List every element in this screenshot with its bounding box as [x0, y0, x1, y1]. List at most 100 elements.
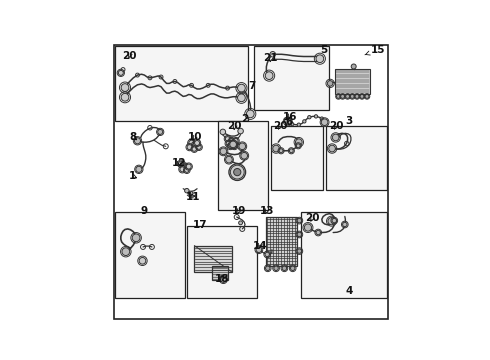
Circle shape	[351, 64, 356, 69]
Circle shape	[328, 217, 335, 225]
Text: 20: 20	[305, 213, 319, 223]
Bar	[335, 69, 370, 94]
Circle shape	[193, 143, 197, 148]
Circle shape	[238, 84, 245, 92]
Text: 11: 11	[186, 192, 200, 202]
Bar	[115, 46, 248, 121]
Circle shape	[197, 145, 201, 149]
Circle shape	[178, 161, 184, 167]
Circle shape	[345, 94, 349, 98]
Circle shape	[282, 266, 287, 270]
Circle shape	[158, 129, 163, 134]
Circle shape	[360, 94, 364, 98]
Circle shape	[303, 120, 306, 123]
Circle shape	[195, 140, 199, 145]
Text: 3: 3	[345, 116, 353, 126]
Text: 6: 6	[286, 117, 293, 127]
Text: 13: 13	[259, 206, 274, 216]
Circle shape	[225, 156, 232, 163]
Circle shape	[220, 129, 225, 135]
Circle shape	[239, 221, 243, 225]
Bar	[266, 217, 296, 266]
Circle shape	[316, 55, 324, 63]
Text: 19: 19	[232, 206, 246, 216]
Circle shape	[332, 219, 337, 223]
Text: 20: 20	[273, 121, 287, 131]
Circle shape	[186, 164, 191, 169]
Circle shape	[329, 145, 335, 152]
Circle shape	[225, 136, 230, 141]
Circle shape	[314, 115, 318, 118]
Circle shape	[228, 144, 233, 149]
Circle shape	[286, 120, 290, 123]
Text: 17: 17	[193, 220, 208, 230]
Circle shape	[229, 139, 234, 143]
Circle shape	[284, 118, 291, 125]
Circle shape	[365, 94, 369, 98]
Circle shape	[226, 141, 231, 146]
Bar	[115, 212, 185, 298]
Circle shape	[185, 168, 189, 172]
Text: 20: 20	[227, 121, 242, 131]
Text: 8: 8	[129, 132, 137, 143]
Circle shape	[230, 141, 235, 146]
Text: 9: 9	[140, 206, 147, 216]
Circle shape	[291, 122, 294, 126]
Circle shape	[270, 51, 275, 57]
Text: 21: 21	[264, 53, 278, 63]
Circle shape	[220, 148, 227, 155]
Circle shape	[291, 266, 295, 270]
Circle shape	[265, 72, 273, 80]
Circle shape	[183, 164, 188, 169]
Circle shape	[304, 224, 312, 231]
Circle shape	[136, 166, 142, 172]
Circle shape	[232, 144, 237, 149]
Bar	[270, 126, 323, 190]
Circle shape	[343, 222, 347, 227]
Circle shape	[234, 139, 238, 143]
Circle shape	[320, 117, 323, 120]
Text: 14: 14	[252, 241, 267, 251]
Circle shape	[121, 93, 129, 101]
Circle shape	[297, 219, 301, 223]
Text: 12: 12	[172, 158, 187, 168]
Circle shape	[296, 144, 300, 148]
Circle shape	[321, 119, 328, 126]
Circle shape	[355, 94, 359, 98]
Text: 7: 7	[248, 81, 256, 91]
Bar	[218, 121, 268, 210]
Circle shape	[308, 116, 311, 119]
Circle shape	[327, 81, 333, 86]
Text: 18: 18	[215, 274, 230, 284]
Circle shape	[273, 145, 279, 152]
Circle shape	[192, 147, 196, 151]
Circle shape	[295, 139, 302, 145]
Circle shape	[256, 247, 262, 252]
Bar	[212, 266, 228, 280]
Circle shape	[189, 191, 193, 195]
Circle shape	[122, 248, 130, 256]
Text: 5: 5	[320, 45, 327, 55]
Circle shape	[246, 110, 254, 118]
Circle shape	[234, 168, 241, 176]
Circle shape	[230, 165, 244, 179]
Circle shape	[139, 257, 146, 264]
Text: 4: 4	[345, 286, 353, 296]
Circle shape	[332, 134, 339, 141]
Circle shape	[297, 249, 301, 253]
Circle shape	[121, 84, 129, 91]
Circle shape	[238, 94, 245, 102]
Circle shape	[185, 188, 189, 193]
Circle shape	[180, 167, 185, 172]
Bar	[326, 126, 387, 190]
Circle shape	[274, 266, 278, 270]
Bar	[254, 46, 329, 110]
Circle shape	[316, 230, 320, 235]
Text: 2: 2	[242, 114, 248, 125]
Bar	[187, 226, 257, 298]
Circle shape	[297, 232, 301, 237]
Circle shape	[134, 138, 141, 144]
Text: 16: 16	[282, 112, 297, 122]
Circle shape	[323, 121, 326, 124]
Circle shape	[132, 234, 140, 242]
